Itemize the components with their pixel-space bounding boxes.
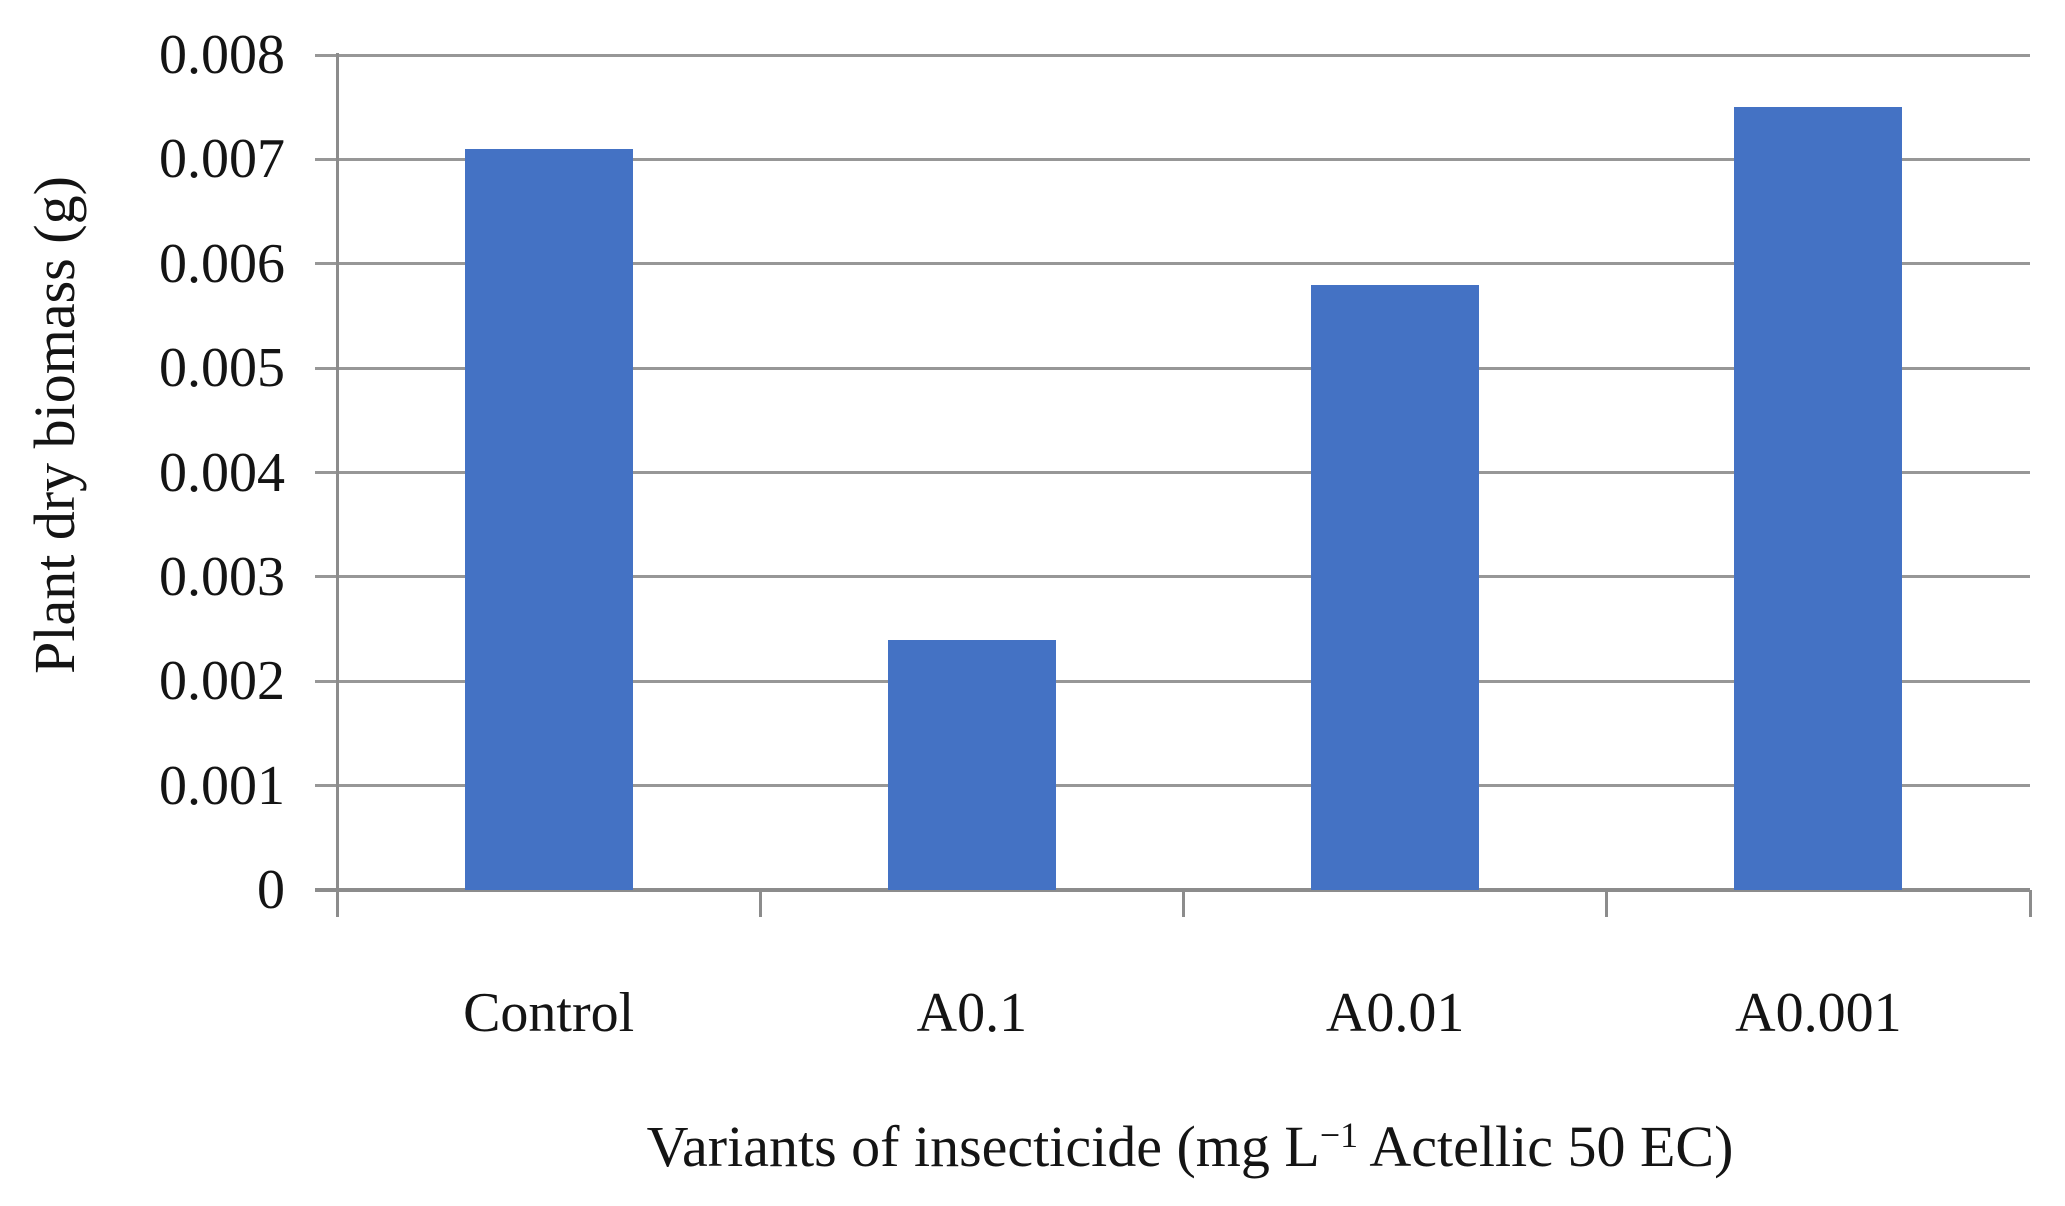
bar-a0.001 bbox=[1734, 107, 1903, 890]
x-axis-tick-4 bbox=[2028, 890, 2032, 917]
gridline-0.001 bbox=[315, 784, 2030, 788]
y-tick-label-0.008: 0.008 bbox=[159, 24, 285, 86]
y-tick-label-0.003: 0.003 bbox=[159, 545, 285, 608]
x-category-label-a0.1: A0.1 bbox=[916, 982, 1028, 1044]
x-axis-tick-3 bbox=[1605, 890, 1609, 917]
x-axis-title: Variants of insecticide (mg L−1 Actellic… bbox=[647, 1115, 1734, 1176]
gridline-0.007 bbox=[315, 157, 2030, 161]
gridline-0.003 bbox=[315, 575, 2030, 579]
y-tick-label-0.005: 0.005 bbox=[159, 337, 285, 400]
x-category-label-a0.001: A0.001 bbox=[1735, 982, 1902, 1044]
y-axis-title: Plant dry biomass (g) bbox=[22, 176, 87, 674]
x-axis-tick-1 bbox=[758, 890, 762, 917]
x-category-label-control: Control bbox=[463, 982, 635, 1044]
y-tick-label-0.002: 0.002 bbox=[159, 650, 285, 713]
x-axis-title-text: Variants of insecticide (mg L bbox=[646, 1114, 1320, 1179]
y-tick-label-0.006: 0.006 bbox=[159, 232, 285, 295]
y-tick-label-0.001: 0.001 bbox=[159, 754, 285, 817]
y-tick-label-0.004: 0.004 bbox=[159, 441, 285, 504]
x-axis-title-superscript: −1 bbox=[1319, 1115, 1359, 1156]
x-axis-line bbox=[315, 888, 2030, 892]
y-axis-line bbox=[335, 53, 339, 917]
gridline-0.005 bbox=[315, 366, 2030, 370]
bar-a0.01 bbox=[1311, 284, 1480, 890]
gridline-0.002 bbox=[315, 679, 2030, 683]
gridline-0.008 bbox=[315, 53, 2030, 57]
bar-a0.1 bbox=[887, 639, 1056, 890]
x-category-label-a0.01: A0.01 bbox=[1325, 982, 1465, 1044]
x-axis-tick-2 bbox=[1182, 890, 1185, 917]
gridline-0.004 bbox=[315, 471, 2030, 474]
gridline-0.006 bbox=[315, 262, 2030, 266]
x-axis-title-text-end: Actellic 50 EC) bbox=[1358, 1114, 1734, 1179]
y-tick-label-0.007: 0.007 bbox=[159, 128, 285, 191]
y-tick-label-0: 0 bbox=[257, 859, 285, 921]
bar-control bbox=[464, 148, 633, 890]
